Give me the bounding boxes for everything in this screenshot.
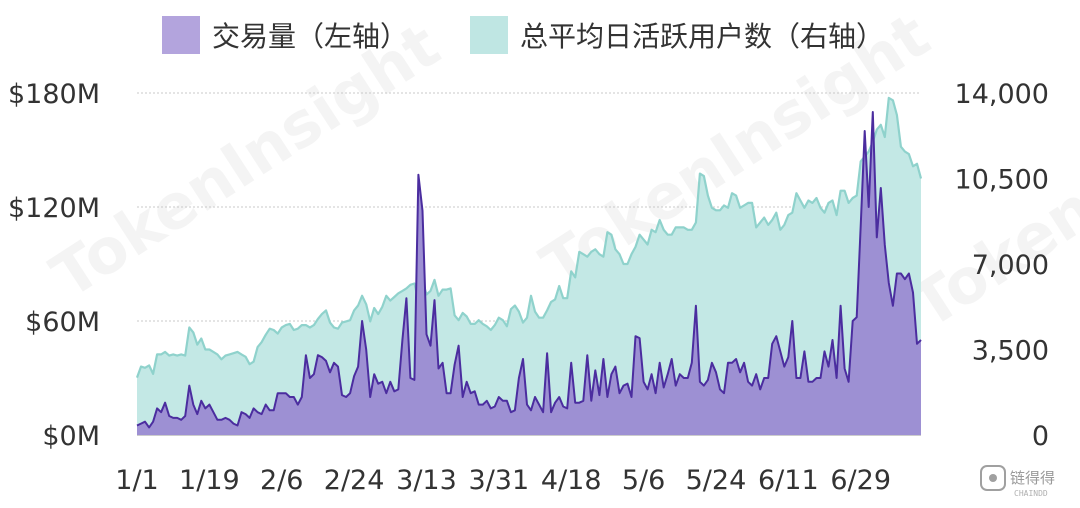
legend: 交易量（左轴） 总平均日活跃用户数（右轴） — [162, 16, 884, 54]
series-area-dau — [137, 97, 921, 436]
x-tick-label: 2/24 — [324, 465, 385, 496]
x-tick-label: 1/1 — [115, 465, 158, 496]
watermark-text: TokenInsight — [38, 8, 452, 312]
y-right-tick-label: 7,000 — [972, 250, 1049, 281]
legend-swatch-volume — [162, 16, 200, 54]
x-tick-label: 1/19 — [179, 465, 240, 496]
series-area-volume — [137, 112, 921, 435]
chaindd-logo: 链得得 CHAINDD — [980, 465, 1055, 498]
legend-swatch-dau — [470, 16, 508, 54]
x-tick-label: 4/18 — [541, 465, 602, 496]
y-right-tick-label: 14,000 — [955, 79, 1049, 110]
y-axis-left: $0M $60M $120M $180M — [8, 79, 100, 452]
legend-label-volume: 交易量（左轴） — [212, 20, 408, 53]
chaindd-logo-dot — [989, 474, 997, 482]
series-line-dau — [135, 96, 923, 378]
y-axis-right: 0 3,500 7,000 10,500 14,000 — [955, 79, 1049, 452]
chaindd-logo-text: 链得得 — [1010, 469, 1055, 487]
y-right-tick-label: 10,500 — [955, 165, 1049, 196]
y-right-tick-label: 3,500 — [972, 336, 1049, 367]
y-right-tick-label: 0 — [1032, 421, 1049, 452]
x-tick-label: 6/29 — [830, 465, 891, 496]
chaindd-logo-icon — [980, 465, 1006, 491]
x-tick-label: 6/11 — [758, 465, 819, 496]
chaindd-logo-subtext: CHAINDD — [1014, 489, 1048, 498]
y-left-tick-label: $0M — [42, 421, 100, 452]
x-tick-label: 5/6 — [622, 465, 665, 496]
series-line-volume — [136, 111, 922, 429]
x-axis: 1/1 1/19 2/6 2/24 3/13 3/31 4/18 5/6 5/24 6/11 6/2… — [115, 465, 891, 496]
plot-area — [135, 96, 923, 436]
x-tick-label: 3/13 — [396, 465, 457, 496]
x-tick-label: 3/31 — [469, 465, 530, 496]
y-left-tick-label: $180M — [8, 79, 100, 110]
legend-label-dau: 总平均日活跃用户数（右轴） — [520, 20, 884, 53]
y-left-tick-label: $120M — [8, 193, 100, 224]
y-left-tick-label: $60M — [25, 307, 100, 338]
x-tick-label: 2/6 — [260, 465, 303, 496]
x-tick-label: 5/24 — [686, 465, 747, 496]
